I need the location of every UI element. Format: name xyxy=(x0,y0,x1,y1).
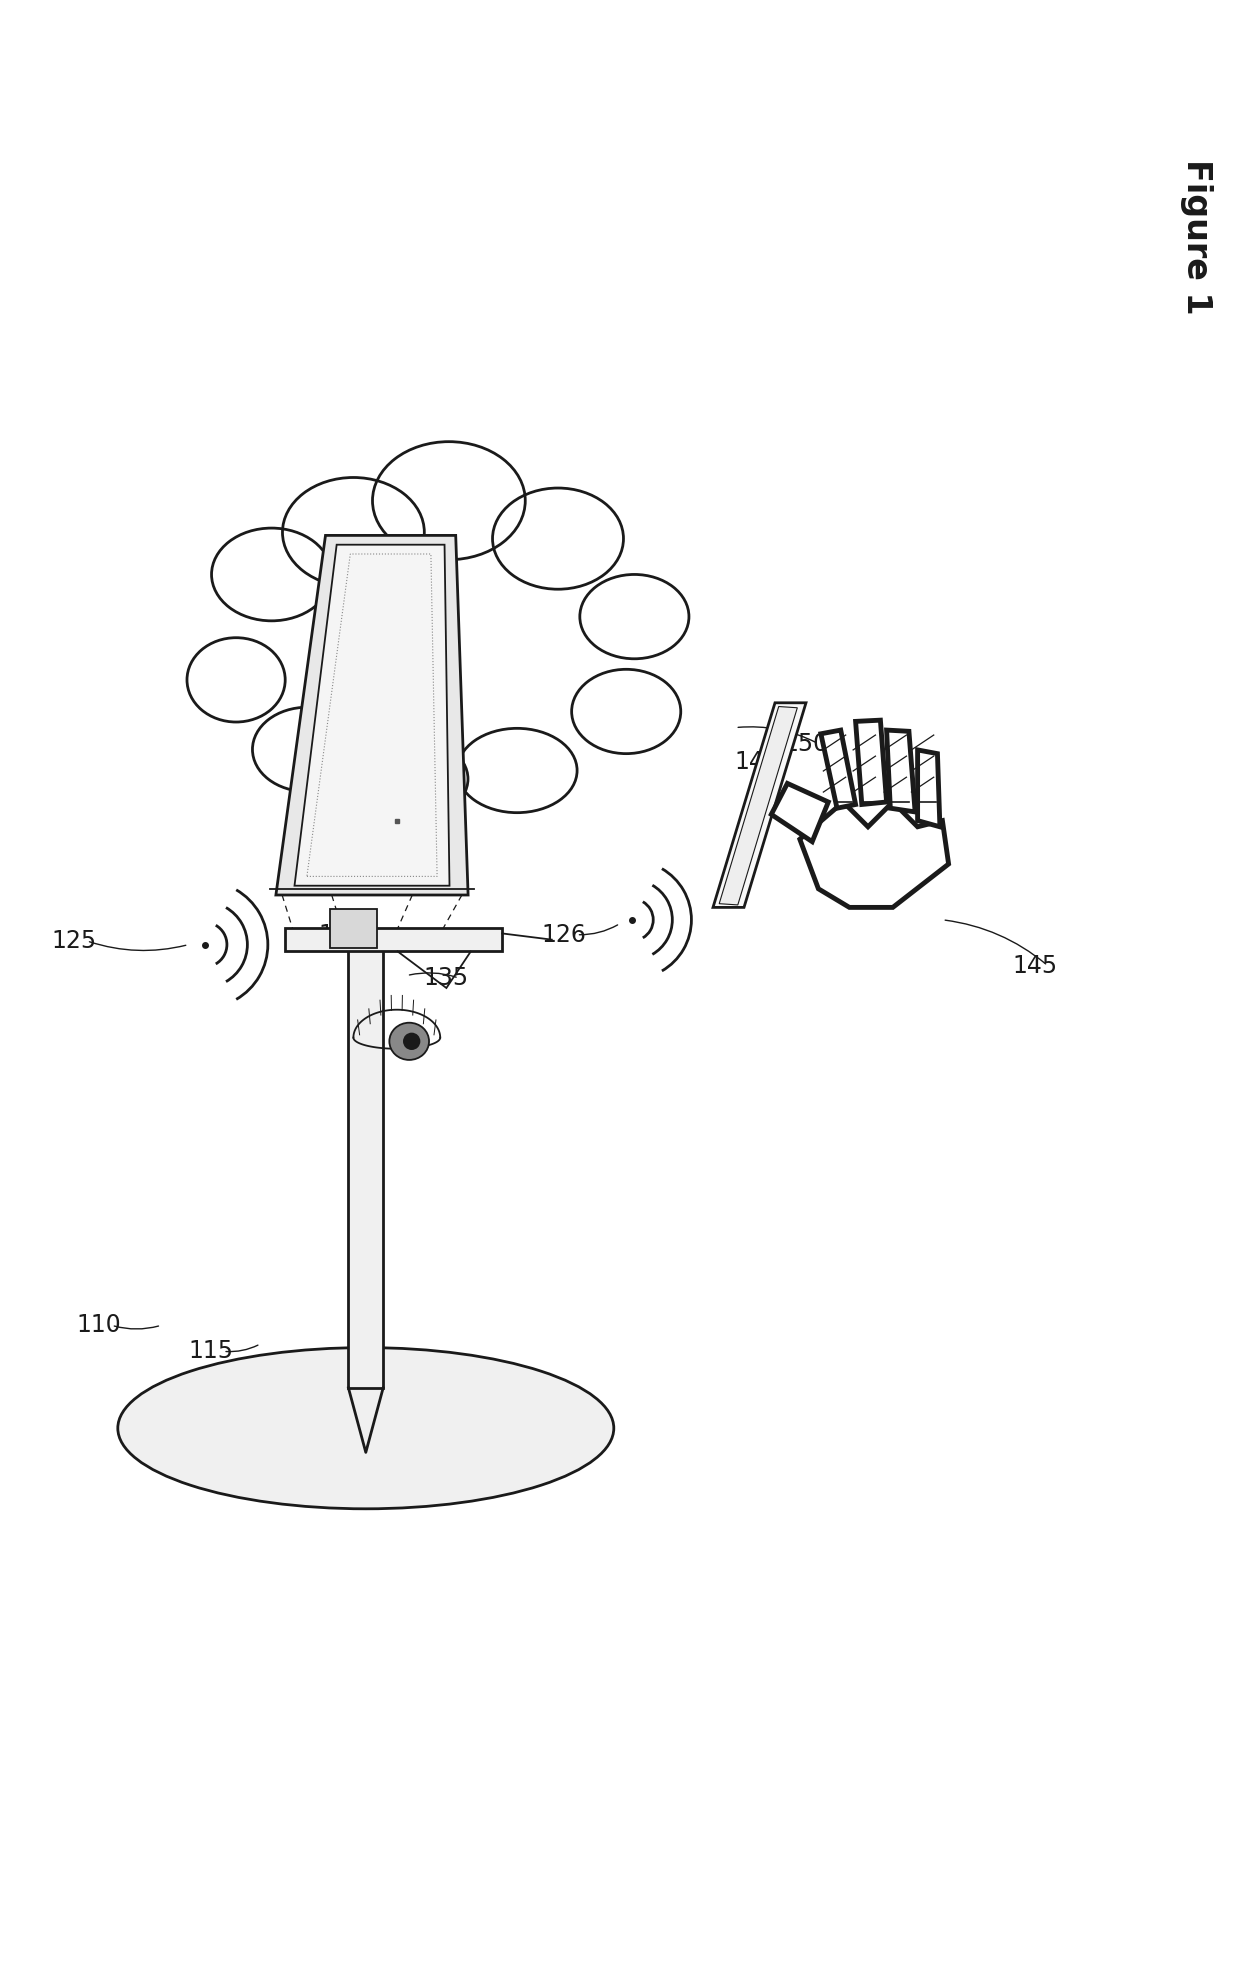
Text: 140: 140 xyxy=(734,751,779,775)
Ellipse shape xyxy=(492,488,624,589)
Text: 115: 115 xyxy=(188,1340,233,1363)
Polygon shape xyxy=(821,729,856,808)
Polygon shape xyxy=(800,802,949,907)
Polygon shape xyxy=(295,545,449,885)
Text: 126: 126 xyxy=(542,923,587,947)
Text: 145: 145 xyxy=(1013,954,1058,978)
Polygon shape xyxy=(719,707,797,905)
Ellipse shape xyxy=(187,638,285,721)
Ellipse shape xyxy=(372,443,526,559)
Polygon shape xyxy=(771,782,828,842)
Text: 150: 150 xyxy=(784,731,828,755)
Ellipse shape xyxy=(118,1348,614,1510)
Text: 125: 125 xyxy=(52,929,97,952)
Ellipse shape xyxy=(403,1033,420,1049)
Polygon shape xyxy=(887,729,915,812)
Text: 130: 130 xyxy=(312,1381,357,1405)
Text: 110: 110 xyxy=(77,1314,122,1338)
Ellipse shape xyxy=(389,1024,429,1059)
Ellipse shape xyxy=(458,729,577,812)
Ellipse shape xyxy=(580,575,689,658)
Polygon shape xyxy=(713,703,806,907)
FancyBboxPatch shape xyxy=(285,929,502,950)
Text: 135: 135 xyxy=(424,966,469,990)
Polygon shape xyxy=(275,535,469,895)
Ellipse shape xyxy=(348,737,467,822)
Ellipse shape xyxy=(212,528,331,620)
Ellipse shape xyxy=(572,670,681,753)
Text: 155: 155 xyxy=(319,923,363,947)
FancyBboxPatch shape xyxy=(330,909,377,948)
FancyBboxPatch shape xyxy=(348,945,383,1387)
Ellipse shape xyxy=(253,707,362,792)
Polygon shape xyxy=(856,719,887,804)
Polygon shape xyxy=(918,751,940,826)
Text: Figure 1: Figure 1 xyxy=(1180,160,1213,314)
Ellipse shape xyxy=(283,478,424,587)
